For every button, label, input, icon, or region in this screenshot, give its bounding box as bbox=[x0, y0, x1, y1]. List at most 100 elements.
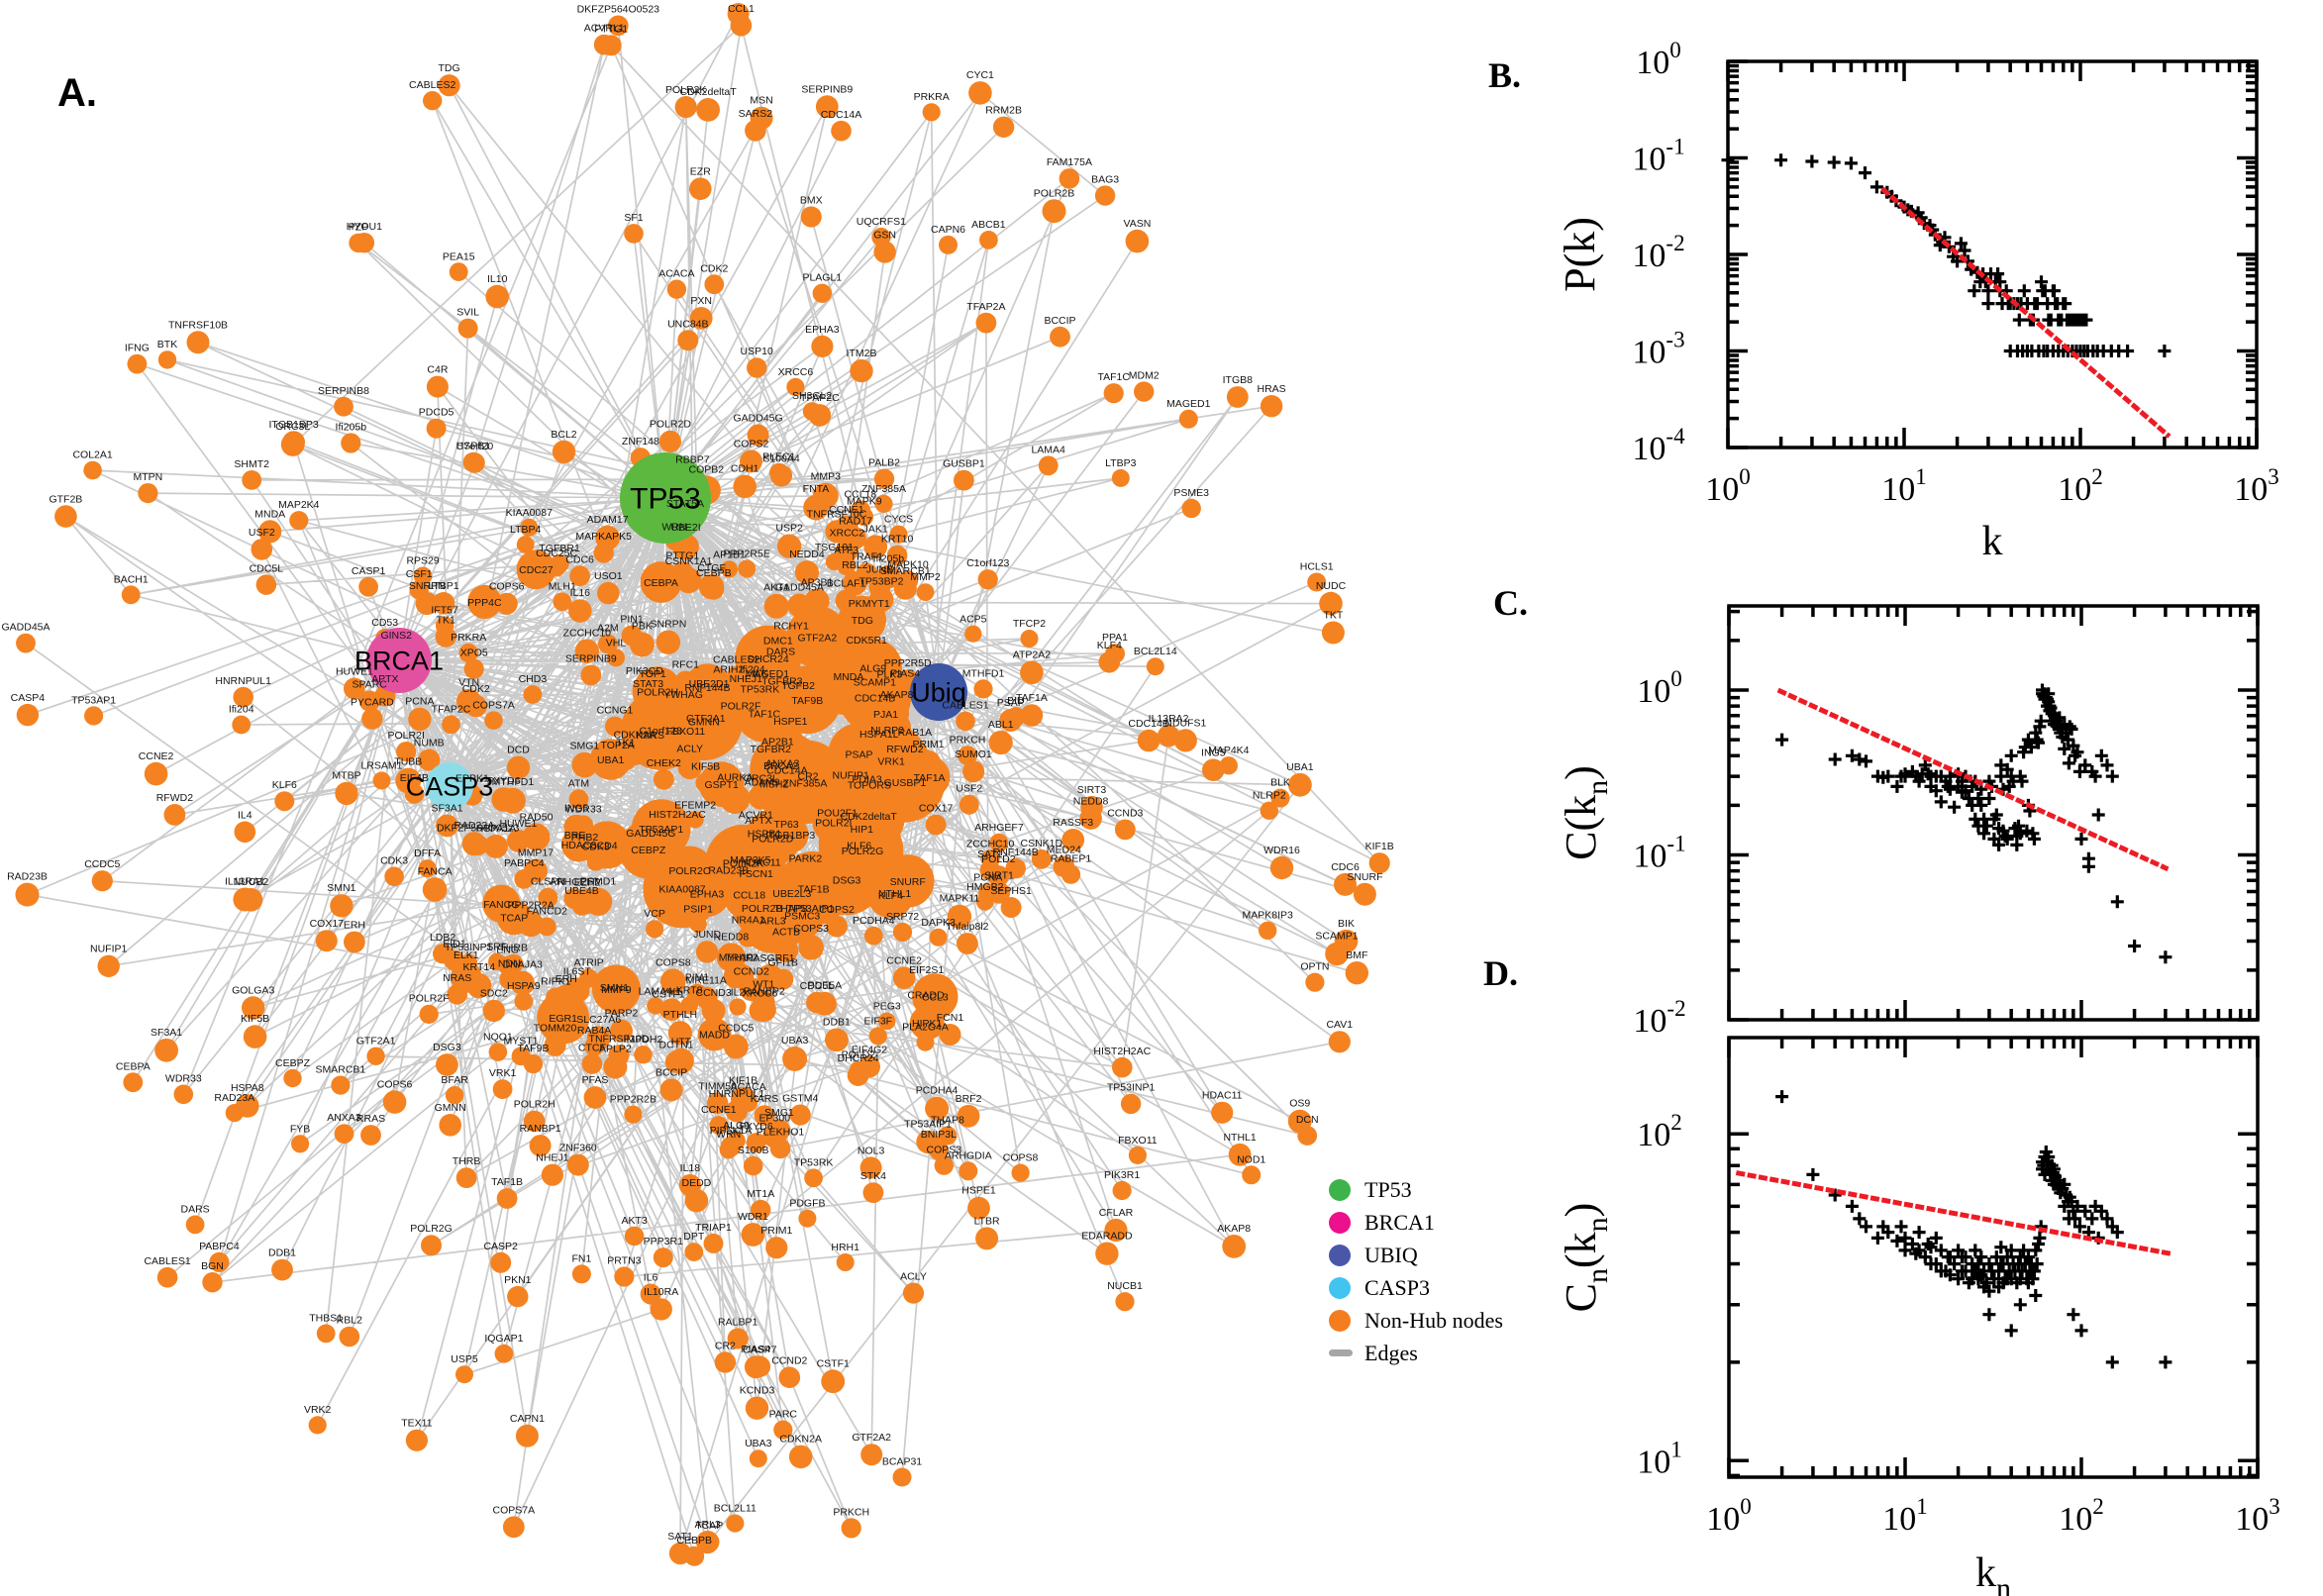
network-node bbox=[863, 535, 888, 559]
network-node bbox=[291, 1135, 310, 1153]
legend-label: BRCA1 bbox=[1364, 1209, 1435, 1235]
network-node bbox=[727, 1328, 749, 1349]
network-node-label: ITM2B bbox=[847, 348, 877, 359]
network-node-label: MED24 bbox=[1047, 844, 1081, 855]
network-node-label: EZH2 bbox=[574, 876, 601, 888]
network-node bbox=[671, 701, 695, 725]
network-node-label: TNFRSF10C bbox=[807, 508, 867, 520]
network-node-label: TP53AIP1 bbox=[904, 1119, 952, 1131]
network-node-label: EIF4B bbox=[400, 772, 429, 784]
network-node bbox=[84, 706, 104, 726]
network-node bbox=[800, 206, 822, 228]
network-node bbox=[499, 787, 526, 814]
network-node bbox=[773, 938, 799, 963]
network-node bbox=[461, 832, 486, 856]
network-node-label: DPT bbox=[683, 1231, 705, 1243]
network-node-label: CR2 bbox=[797, 771, 818, 783]
network-node-label: GADD45G bbox=[626, 828, 675, 840]
network-node-label: TDG bbox=[852, 615, 873, 627]
network-node-label: PPA1 bbox=[1102, 632, 1128, 644]
network-node-label: PPP2R2A bbox=[507, 899, 554, 911]
network-node bbox=[777, 727, 803, 753]
network-node bbox=[640, 1283, 661, 1305]
network-node bbox=[173, 1084, 194, 1105]
network-node bbox=[274, 791, 295, 812]
network-node bbox=[1353, 882, 1376, 906]
network-node-label: YWHAG bbox=[663, 689, 703, 701]
network-node bbox=[1146, 657, 1164, 676]
network-node bbox=[978, 883, 998, 903]
network-node-label: RFWD2 bbox=[156, 792, 193, 804]
network-node-label: CCNE1 bbox=[701, 1104, 737, 1116]
network-node-label: GADD45G bbox=[734, 413, 783, 425]
network-node bbox=[835, 539, 858, 562]
network-node-label: HDAC11 bbox=[1202, 1090, 1243, 1102]
network-node-label: RASGRF1 bbox=[746, 952, 795, 964]
network-node bbox=[1050, 326, 1070, 348]
network-node-label: POLR2I bbox=[388, 730, 425, 742]
network-node-label: C4R bbox=[427, 364, 448, 376]
network-node-label: PIM1 bbox=[685, 972, 710, 984]
x-axis-label: kn​ bbox=[1975, 1550, 2011, 1596]
network-node bbox=[804, 588, 830, 614]
network-node bbox=[776, 534, 802, 558]
network-node-label: MTBP bbox=[332, 770, 360, 782]
network-node-label: TP53INP1 bbox=[1107, 1082, 1156, 1094]
network-node-label: MSH2 bbox=[759, 778, 788, 790]
network-node-label: SMG1 bbox=[764, 1107, 794, 1119]
network-node-label: PPP4C bbox=[467, 597, 502, 609]
legend-item-tp53: TP53 bbox=[1329, 1173, 1566, 1206]
network-node-label: CCDC5 bbox=[84, 858, 120, 870]
network-node-label: CDK2deltaT bbox=[679, 86, 737, 98]
network-node-label: PSAP bbox=[845, 749, 872, 761]
network-node-label: PRKCH bbox=[950, 734, 986, 746]
network-node-label: PARC bbox=[769, 1409, 798, 1421]
network-node bbox=[1368, 852, 1390, 874]
network-node bbox=[485, 284, 509, 309]
network-node-label: CCND3 bbox=[696, 987, 732, 999]
network-node bbox=[720, 560, 739, 578]
network-node-label: TNFRSF10B bbox=[168, 319, 228, 331]
network-node-label: ZNF148 bbox=[622, 436, 659, 448]
panel-label-b: B. bbox=[1488, 55, 1522, 95]
network-node-label: CEBPB bbox=[676, 1535, 712, 1546]
network-node bbox=[664, 821, 690, 846]
network-node bbox=[518, 911, 544, 938]
network-node-label: MMP9 bbox=[601, 984, 631, 996]
network-node bbox=[640, 561, 682, 603]
network-node-label: JUND bbox=[693, 929, 721, 941]
network-node-label: COPS2 bbox=[819, 904, 855, 916]
network-node bbox=[689, 915, 707, 933]
network-node bbox=[1345, 961, 1369, 985]
network-node bbox=[747, 880, 766, 900]
network-node bbox=[658, 430, 682, 452]
network-node bbox=[1038, 455, 1059, 476]
network-node bbox=[916, 1130, 940, 1154]
network-node bbox=[462, 451, 484, 473]
network-node-label: TUBB bbox=[394, 756, 422, 768]
network-node-label: ILK bbox=[753, 667, 768, 679]
network-node bbox=[877, 1012, 896, 1031]
panel-label-d: D. bbox=[1483, 953, 1518, 993]
x-tick-label: 103 bbox=[2235, 1494, 2280, 1538]
network-node bbox=[339, 1326, 360, 1347]
network-node bbox=[580, 664, 602, 686]
network-node-label: C1orf123 bbox=[639, 726, 681, 738]
network-node-label: PARP2 bbox=[605, 1008, 639, 1020]
y-tick-label: 10-2 bbox=[1633, 996, 1685, 1040]
network-node-label: GMNN bbox=[435, 1102, 466, 1114]
network-node bbox=[902, 738, 927, 762]
network-node bbox=[163, 804, 186, 826]
network-node bbox=[242, 470, 262, 490]
network-node-label: MTHFD1 bbox=[962, 667, 1005, 679]
network-node bbox=[445, 1086, 464, 1105]
network-node bbox=[1270, 788, 1290, 808]
network-node-label: BMF bbox=[1346, 949, 1367, 961]
legend-item-ubiq: UBIQ bbox=[1329, 1239, 1566, 1271]
y-tick-label: 10-2 bbox=[1632, 231, 1684, 274]
network-node-label: GTF2B bbox=[49, 493, 82, 505]
network-node bbox=[892, 1467, 912, 1487]
network-node bbox=[289, 511, 309, 531]
network-node-label: POU2F1 bbox=[817, 808, 858, 820]
network-node-label: FANCG bbox=[483, 899, 519, 911]
